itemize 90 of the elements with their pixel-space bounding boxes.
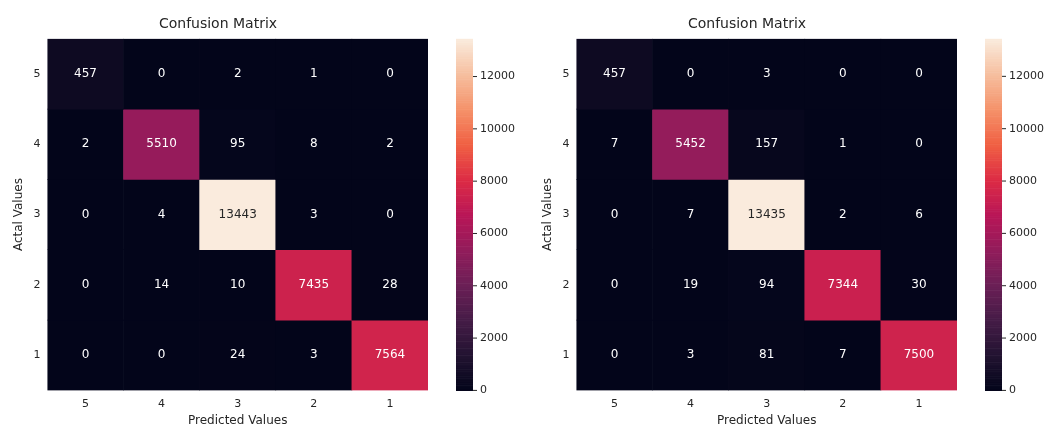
y-tick-label: 5 xyxy=(562,66,570,80)
chart-title: Confusion Matrix xyxy=(158,15,278,32)
data-label: 7 xyxy=(610,136,619,151)
color-bar-label: 0 xyxy=(480,383,487,397)
data-label: 0 xyxy=(81,206,90,221)
data-label: 0 xyxy=(386,66,394,81)
data-label: 30 xyxy=(911,277,927,292)
data-label: 19 xyxy=(682,277,699,292)
data-label: 7564 xyxy=(374,347,406,362)
data-label: 95 xyxy=(230,136,246,151)
y-tick-label: 1 xyxy=(562,348,570,362)
data-label: 3 xyxy=(762,66,771,81)
data-label: 2 xyxy=(81,136,90,151)
color-bar-label: 6000 xyxy=(1009,226,1037,240)
data-label: 0 xyxy=(81,347,90,362)
y-tick-label: 1 xyxy=(33,348,41,362)
y-axis-title: Actal Values xyxy=(540,178,555,252)
x-tick-label: 4 xyxy=(687,396,695,410)
x-axis-title: Predicted Values xyxy=(188,412,288,427)
y-tick-label: 5 xyxy=(33,66,41,80)
color-bar-label: 12000 xyxy=(480,69,515,83)
data-label: 4 xyxy=(157,206,166,221)
data-label: 24 xyxy=(230,347,246,362)
x-tick-label: 3 xyxy=(763,396,771,410)
data-label: 2 xyxy=(839,206,847,221)
data-label: 457 xyxy=(74,66,97,81)
x-tick-label: 4 xyxy=(158,396,166,410)
color-bar-label: 2000 xyxy=(480,330,508,344)
data-label: 7500 xyxy=(903,347,935,362)
color-bar-label: 12000 xyxy=(1009,69,1044,83)
y-tick-label: 3 xyxy=(562,207,570,221)
data-label: 14 xyxy=(153,277,170,292)
data-label: 13435 xyxy=(747,206,786,221)
color-bar-label: 8000 xyxy=(1009,173,1037,187)
x-tick-label: 5 xyxy=(610,396,618,410)
y-tick-label: 2 xyxy=(562,277,570,291)
x-tick-label: 1 xyxy=(915,396,923,410)
color-bar-label: 0 xyxy=(1009,383,1016,397)
x-tick-label: 2 xyxy=(310,396,318,410)
x-tick-label: 5 xyxy=(81,396,89,410)
data-label: 28 xyxy=(382,277,398,292)
color-bar-label: 10000 xyxy=(1009,121,1044,135)
color-bar-label: 4000 xyxy=(1009,278,1037,292)
data-label: 1 xyxy=(839,136,847,151)
data-label: 5510 xyxy=(146,136,177,151)
data-label: 7 xyxy=(686,206,695,221)
x-tick-label: 1 xyxy=(386,396,394,410)
data-label: 0 xyxy=(915,136,923,151)
color-bar-label: 6000 xyxy=(480,226,508,240)
data-label: 10 xyxy=(230,277,246,292)
data-label: 0 xyxy=(839,66,847,81)
data-label: 2 xyxy=(233,66,242,81)
chart-title: Confusion Matrix xyxy=(687,15,807,32)
x-axis-title: Predicted Values xyxy=(717,412,817,427)
data-label: 157 xyxy=(755,136,779,151)
data-label: 6 xyxy=(915,206,923,221)
data-label: 0 xyxy=(386,206,394,221)
y-tick-label: 2 xyxy=(33,277,41,291)
data-label: 8 xyxy=(310,136,318,151)
y-tick-label: 3 xyxy=(33,207,41,221)
color-bar-label: 4000 xyxy=(480,278,508,292)
data-label: 5452 xyxy=(675,136,706,151)
data-label: 3 xyxy=(686,347,695,362)
data-label: 0 xyxy=(81,277,90,292)
color-bar-label: 10000 xyxy=(480,121,515,135)
data-label: 13443 xyxy=(218,206,257,221)
data-label: 7344 xyxy=(827,277,859,292)
data-label: 0 xyxy=(915,66,923,81)
y-axis-title: Actal Values xyxy=(11,178,26,252)
x-tick-label: 3 xyxy=(234,396,242,410)
data-label: 0 xyxy=(157,66,166,81)
data-label: 2 xyxy=(386,136,394,151)
data-label: 0 xyxy=(610,206,619,221)
x-tick-label: 2 xyxy=(839,396,847,410)
y-tick-label: 4 xyxy=(33,137,41,151)
data-label: 7 xyxy=(839,347,847,362)
data-label: 3 xyxy=(310,347,318,362)
data-label: 0 xyxy=(610,347,619,362)
color-bar-label: 2000 xyxy=(1009,330,1037,344)
data-label: 457 xyxy=(603,66,626,81)
y-tick-label: 4 xyxy=(562,137,570,151)
data-label: 1 xyxy=(310,66,318,81)
color-bar-label: 8000 xyxy=(480,174,508,188)
data-label: 94 xyxy=(759,277,775,292)
data-label: 0 xyxy=(686,66,695,81)
data-label: 3 xyxy=(310,206,318,221)
data-label: 0 xyxy=(157,347,166,362)
data-label: 0 xyxy=(610,277,619,292)
data-label: 7435 xyxy=(298,277,330,292)
data-label: 81 xyxy=(759,347,775,362)
